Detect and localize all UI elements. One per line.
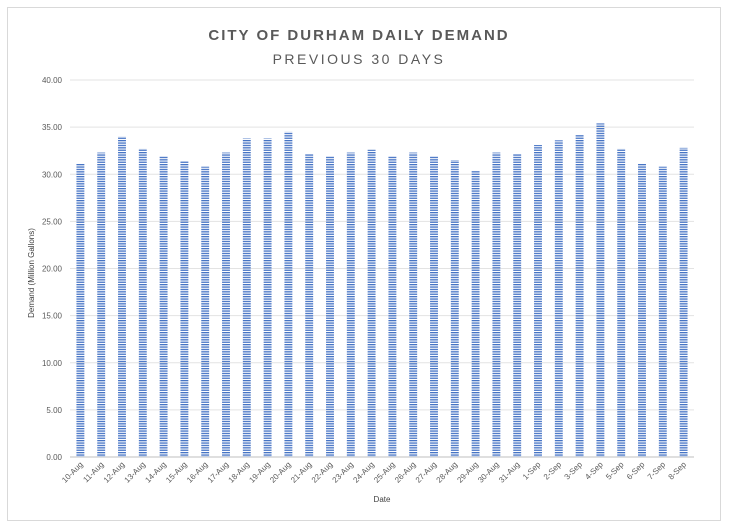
y-tick-label: 20.00 xyxy=(42,265,63,274)
x-axis-title: Date xyxy=(374,495,391,504)
x-tick-label: 12-Aug xyxy=(102,460,127,485)
bar-chart: CITY OF DURHAM DAILY DEMAND PREVIOUS 30 … xyxy=(27,27,694,504)
y-tick-label: 5.00 xyxy=(46,406,62,415)
bar xyxy=(367,149,376,457)
y-axis-tick-labels: 0.00 5.00 10.00 15.00 20.00 25.00 30.00 35.00 40… xyxy=(42,76,63,462)
bar xyxy=(596,123,605,457)
x-tick-label: 7-Sep xyxy=(646,460,668,482)
bar xyxy=(554,140,563,457)
x-tick-label: 30-Aug xyxy=(476,460,501,485)
bar xyxy=(617,148,626,458)
bar xyxy=(638,163,646,457)
bar xyxy=(658,166,667,457)
bar xyxy=(305,153,314,457)
x-tick-label: 6-Sep xyxy=(625,460,647,482)
bar xyxy=(201,166,210,457)
x-tick-label: 17-Aug xyxy=(206,460,231,485)
x-tick-label: 28-Aug xyxy=(435,460,460,485)
x-tick-label: 19-Aug xyxy=(247,460,272,485)
y-tick-label: 25.00 xyxy=(42,217,63,226)
bar xyxy=(346,152,355,457)
x-tick-label: 25-Aug xyxy=(372,460,397,485)
bars xyxy=(76,123,688,458)
x-tick-label: 15-Aug xyxy=(164,460,189,485)
bar xyxy=(242,138,251,457)
x-tick-label: 18-Aug xyxy=(227,460,252,485)
x-tick-label: 26-Aug xyxy=(393,460,418,485)
x-tick-label: 5-Sep xyxy=(604,460,626,482)
x-tick-label: 21-Aug xyxy=(289,460,314,485)
bar xyxy=(180,161,189,457)
y-tick-label: 15.00 xyxy=(42,312,63,321)
y-tick-label: 35.00 xyxy=(42,123,63,132)
y-tick-label: 0.00 xyxy=(46,453,62,462)
y-tick-label: 30.00 xyxy=(42,170,63,179)
x-tick-label: 31-Aug xyxy=(497,460,522,485)
x-tick-label: 16-Aug xyxy=(185,460,210,485)
bar xyxy=(513,153,522,457)
bar xyxy=(534,145,542,457)
x-tick-label: 11-Aug xyxy=(81,460,105,484)
x-tick-label: 29-Aug xyxy=(455,460,480,485)
bar xyxy=(409,152,418,457)
bar xyxy=(159,156,168,457)
x-axis-tick-labels: 10-Aug11-Aug12-Aug13-Aug14-Aug15-Aug16-A… xyxy=(60,460,688,485)
bar xyxy=(471,170,480,458)
bar xyxy=(326,156,334,457)
bar xyxy=(222,152,230,457)
bar xyxy=(430,156,438,457)
bar xyxy=(76,163,85,457)
bar xyxy=(679,147,688,458)
bar xyxy=(450,160,459,458)
x-tick-label: 27-Aug xyxy=(414,460,439,485)
bar xyxy=(118,136,126,458)
x-tick-label: 8-Sep xyxy=(667,460,689,482)
x-tick-label: 3-Sep xyxy=(563,460,585,482)
bar xyxy=(263,138,272,457)
x-tick-label: 4-Sep xyxy=(583,460,605,482)
chart-frame: CITY OF DURHAM DAILY DEMAND PREVIOUS 30 … xyxy=(7,7,721,521)
bar xyxy=(284,131,293,457)
bar xyxy=(388,156,397,457)
chart-title: CITY OF DURHAM DAILY DEMAND xyxy=(208,27,509,44)
y-tick-label: 40.00 xyxy=(42,76,63,85)
gridlines xyxy=(70,79,694,458)
x-tick-label: 20-Aug xyxy=(268,460,293,485)
x-tick-label: 10-Aug xyxy=(60,460,85,485)
bar xyxy=(97,152,106,457)
bar xyxy=(575,134,584,457)
x-tick-label: 24-Aug xyxy=(351,460,376,485)
x-tick-label: 13-Aug xyxy=(123,460,148,485)
y-tick-label: 10.00 xyxy=(42,359,63,368)
bar xyxy=(492,152,501,457)
x-tick-label: 23-Aug xyxy=(331,460,356,485)
x-tick-label: 1-Sep xyxy=(521,460,543,482)
x-tick-label: 22-Aug xyxy=(310,460,335,485)
bar xyxy=(138,148,147,458)
y-axis-title: Demand (Million Gallons) xyxy=(27,228,36,318)
x-tick-label: 14-Aug xyxy=(143,460,168,485)
x-tick-label: 2-Sep xyxy=(542,460,564,482)
chart-subtitle: PREVIOUS 30 DAYS xyxy=(273,51,446,67)
